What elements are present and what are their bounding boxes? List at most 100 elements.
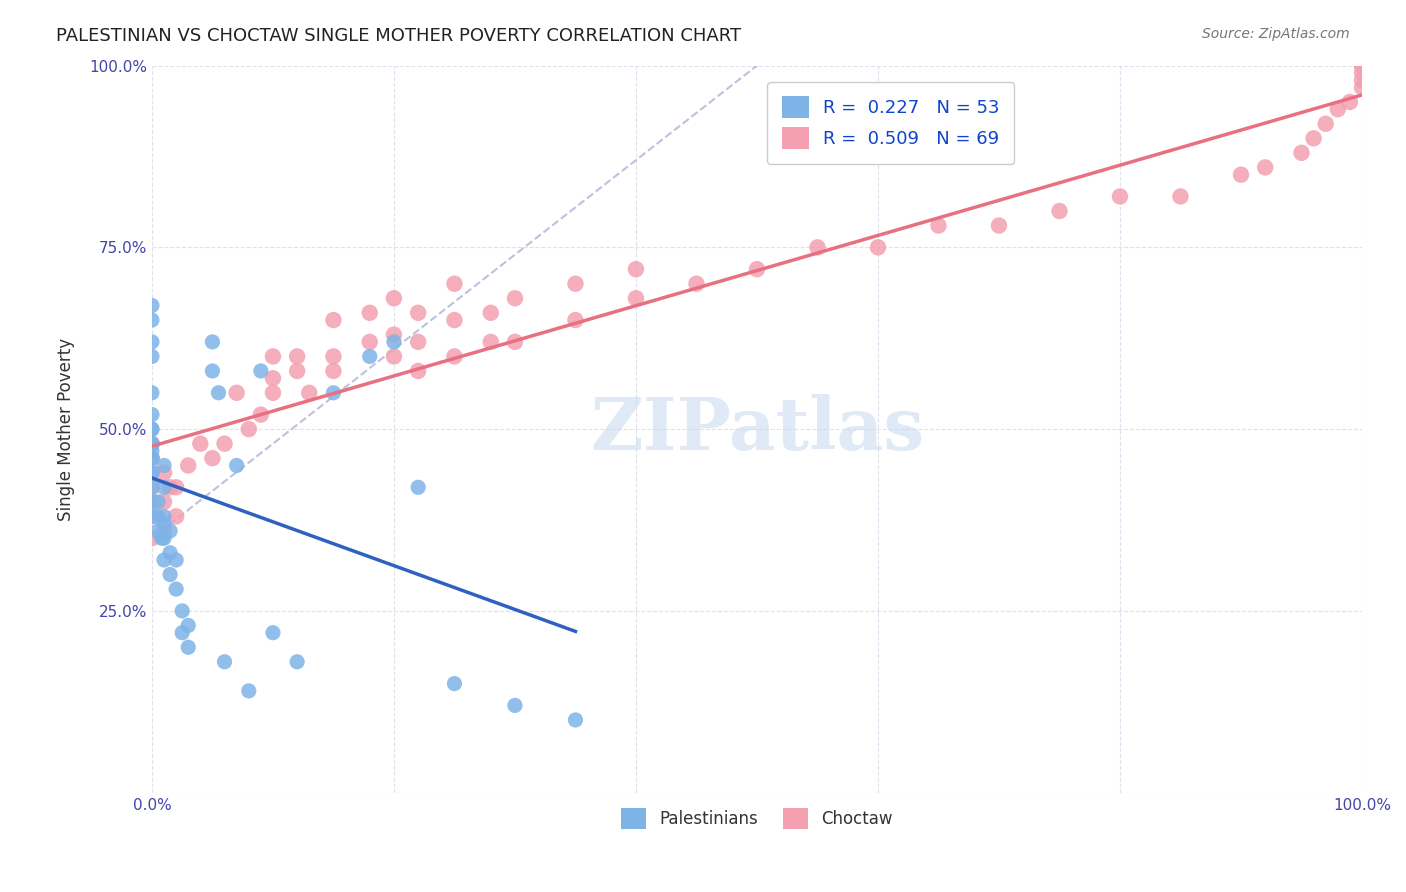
Point <box>150 531 173 545</box>
Point <box>443 277 465 291</box>
Point <box>207 385 229 400</box>
Point <box>153 495 176 509</box>
Point <box>159 546 181 560</box>
Point <box>1351 59 1374 73</box>
Point <box>159 480 181 494</box>
Point <box>1170 189 1192 203</box>
Point <box>172 604 194 618</box>
Point <box>285 350 308 364</box>
Point <box>214 436 236 450</box>
Point <box>1351 80 1374 95</box>
Point <box>153 480 176 494</box>
Point <box>479 306 502 320</box>
Point <box>141 480 163 494</box>
Point <box>503 698 526 713</box>
Point <box>141 436 163 450</box>
Point <box>406 480 429 494</box>
Point <box>382 291 405 305</box>
Point <box>141 451 163 466</box>
Point <box>250 408 273 422</box>
Point <box>238 684 260 698</box>
Point <box>153 458 176 473</box>
Point <box>322 350 344 364</box>
Point <box>153 531 176 545</box>
Point <box>159 567 181 582</box>
Legend: Palestinians, Choctaw: Palestinians, Choctaw <box>614 802 900 835</box>
Point <box>214 655 236 669</box>
Point <box>165 509 187 524</box>
Point <box>359 306 381 320</box>
Point <box>201 451 224 466</box>
Point <box>177 640 200 655</box>
Point <box>141 509 163 524</box>
Point <box>153 509 176 524</box>
Point <box>1351 73 1374 87</box>
Point <box>141 299 163 313</box>
Point <box>479 334 502 349</box>
Y-axis label: Single Mother Poverty: Single Mother Poverty <box>58 337 75 521</box>
Point <box>188 436 211 450</box>
Point <box>141 451 163 466</box>
Point <box>141 466 163 480</box>
Point <box>262 371 284 385</box>
Point <box>443 676 465 690</box>
Point <box>153 466 176 480</box>
Point <box>141 422 163 436</box>
Point <box>141 334 163 349</box>
Point <box>443 350 465 364</box>
Point <box>141 350 163 364</box>
Point <box>141 495 163 509</box>
Point <box>141 466 163 480</box>
Point <box>153 516 176 531</box>
Point <box>1049 204 1071 219</box>
Point <box>141 444 163 458</box>
Point <box>238 422 260 436</box>
Point <box>146 524 169 538</box>
Point <box>285 364 308 378</box>
Point <box>165 553 187 567</box>
Text: ZIPatlas: ZIPatlas <box>591 393 924 465</box>
Point <box>141 436 163 450</box>
Point <box>564 713 586 727</box>
Point <box>564 277 586 291</box>
Point <box>1326 102 1348 116</box>
Point <box>146 495 169 509</box>
Point <box>262 385 284 400</box>
Point <box>298 385 321 400</box>
Point <box>141 509 163 524</box>
Point <box>322 313 344 327</box>
Point <box>624 291 647 305</box>
Point <box>1254 161 1277 175</box>
Point <box>159 524 181 538</box>
Point <box>406 306 429 320</box>
Point <box>141 313 163 327</box>
Point <box>1230 168 1253 182</box>
Point <box>322 385 344 400</box>
Point <box>141 422 163 436</box>
Point <box>141 436 163 450</box>
Point <box>685 277 707 291</box>
Point <box>1351 66 1374 80</box>
Point <box>201 364 224 378</box>
Point <box>382 350 405 364</box>
Point <box>165 582 187 596</box>
Point <box>262 625 284 640</box>
Point <box>141 531 163 545</box>
Point <box>285 655 308 669</box>
Point <box>406 334 429 349</box>
Point <box>1109 189 1132 203</box>
Point <box>141 480 163 494</box>
Point <box>806 240 828 254</box>
Point <box>146 509 169 524</box>
Point <box>443 313 465 327</box>
Point <box>1302 131 1324 145</box>
Point <box>927 219 949 233</box>
Point <box>153 524 176 538</box>
Point <box>141 466 163 480</box>
Point <box>406 364 429 378</box>
Point <box>359 350 381 364</box>
Point <box>141 495 163 509</box>
Point <box>165 480 187 494</box>
Point <box>745 262 768 277</box>
Point <box>177 458 200 473</box>
